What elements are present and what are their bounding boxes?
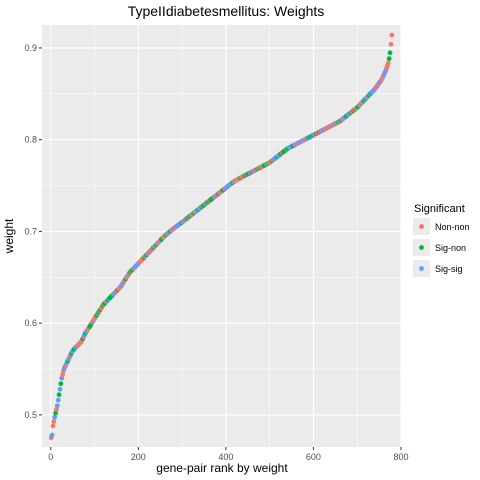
data-point — [385, 60, 391, 66]
data-point — [54, 403, 60, 409]
x-tick-label: 800 — [393, 452, 408, 462]
data-point — [54, 406, 59, 412]
chart-title: TypeIIdiabetesmellitus: Weights — [128, 3, 325, 19]
x-tick-label: 200 — [131, 452, 146, 462]
data-point — [59, 375, 65, 381]
grid-lines — [42, 25, 402, 447]
x-tick-label: 0 — [48, 452, 53, 462]
legend-title: Significant — [414, 203, 465, 215]
x-axis-ticks: 0 200 400 600 800 — [48, 447, 409, 462]
y-axis-ticks: 0.5 0.6 0.7 0.8 0.9 — [24, 43, 42, 420]
y-tick-label: 0.8 — [24, 135, 37, 145]
legend-marker — [419, 245, 424, 250]
legend-label: Non-non — [435, 222, 470, 232]
x-tick-label: 600 — [306, 452, 321, 462]
y-tick-label: 0.9 — [24, 43, 37, 53]
data-point — [55, 397, 61, 403]
data-point — [52, 414, 58, 420]
legend: Significant Non-non Sig-non Sig-sig — [413, 203, 470, 277]
data-point — [57, 386, 63, 392]
y-tick-label: 0.7 — [24, 226, 37, 236]
data-point — [58, 381, 64, 387]
legend-label: Sig-non — [435, 243, 466, 253]
legend-entries: Non-non Sig-non Sig-sig — [413, 218, 470, 277]
data-point — [49, 432, 55, 438]
data-point — [50, 423, 56, 429]
y-tick-label: 0.6 — [24, 318, 37, 328]
data-point — [387, 50, 393, 56]
x-tick-label: 400 — [218, 452, 233, 462]
data-point — [389, 32, 395, 38]
legend-marker — [419, 224, 424, 229]
y-tick-label: 0.5 — [24, 410, 37, 420]
data-points — [48, 32, 395, 441]
y-axis-title: weight — [2, 218, 16, 254]
data-point — [51, 419, 57, 424]
data-point — [60, 372, 65, 377]
data-point — [53, 410, 58, 416]
data-point — [56, 392, 62, 398]
plot-panel — [42, 25, 401, 447]
x-axis-title: gene-pair rank by weight — [156, 461, 288, 475]
data-point — [388, 41, 394, 47]
data-point — [386, 56, 392, 62]
legend-marker — [419, 266, 424, 271]
legend-label: Sig-sig — [435, 264, 463, 274]
